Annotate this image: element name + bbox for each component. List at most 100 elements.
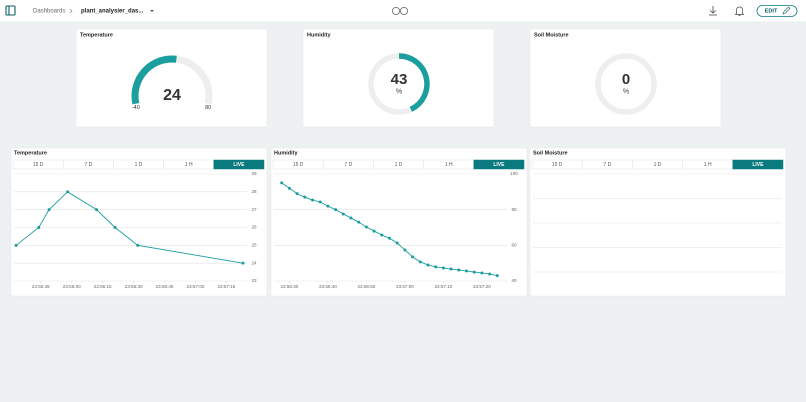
top-bar [0, 0, 806, 22]
range-tab[interactable] [732, 159, 784, 170]
range-tab-label: LIVE [493, 162, 505, 168]
gauge-value: 24 [163, 87, 181, 104]
download-icon [709, 6, 717, 16]
gauge-unit: % [396, 88, 402, 95]
gauge-title: Temperature [80, 32, 113, 38]
data-point [488, 272, 492, 276]
sidebar-icon [5, 5, 16, 16]
range-tab-label: LIVE [233, 162, 245, 168]
data-point [364, 225, 368, 229]
y-tick-label: 28 [251, 189, 257, 194]
y-tick-label: 27 [251, 207, 257, 212]
widget-card [75, 28, 268, 128]
data-line [15, 191, 244, 264]
x-tick-label: 23:56:15 [94, 284, 112, 289]
sidebar-toggle[interactable] [5, 5, 16, 16]
widget-card [529, 28, 722, 128]
range-tab[interactable] [473, 159, 525, 170]
chart-title: Temperature [14, 150, 47, 156]
data-point [357, 220, 361, 224]
gauge-min: -40 [132, 105, 140, 111]
data-point [426, 263, 430, 267]
data-point [334, 208, 338, 212]
range-tab-label: LIVE [752, 162, 764, 168]
breadcrumb[interactable]: Dashboards [33, 9, 65, 15]
data-point [14, 243, 18, 247]
range-tab-label: 15 D [293, 162, 304, 168]
data-point [295, 192, 299, 196]
x-tick-label: 23:57:00 [396, 284, 414, 289]
y-tick-label: 100 [510, 171, 518, 176]
download-button[interactable] [709, 6, 717, 16]
y-tick-label: 24 [251, 260, 257, 265]
breadcrumb-separator [69, 8, 73, 14]
range-tab-label: 1 D [395, 162, 403, 168]
cloud-logo [391, 7, 408, 15]
chart-title: Humidity [274, 150, 298, 156]
y-tick-label: 26 [251, 225, 257, 230]
x-tick-label: 23:56:45 [156, 284, 174, 289]
data-point [472, 270, 476, 274]
gauge-unit: % [623, 88, 629, 95]
range-tab-label: 7 D [84, 162, 92, 168]
gauge-title: Soil Moisture [534, 32, 569, 38]
x-tick-label: 23:56:30 [125, 284, 143, 289]
x-tick-label: 23:56:40 [319, 284, 337, 289]
gauge-track [595, 53, 657, 115]
y-tick-label: 29 [251, 171, 257, 176]
data-point [495, 274, 499, 278]
data-point [311, 198, 314, 202]
data-point [418, 260, 422, 264]
x-tick-label: 23:57:15 [217, 284, 235, 289]
logo-ring [399, 7, 408, 15]
gauge-value: 0 [622, 71, 630, 88]
data-point [287, 186, 291, 190]
notification-button[interactable] [734, 6, 745, 16]
dashboard-dropdown[interactable] [150, 10, 154, 12]
x-tick-label: 23:57:00 [187, 284, 205, 289]
chart-title: Soil Moisture [533, 150, 568, 156]
data-point [349, 216, 353, 220]
data-point [480, 271, 484, 275]
data-point [372, 229, 376, 233]
data-point [37, 226, 41, 229]
bell-icon [734, 6, 745, 16]
data-point [241, 261, 245, 265]
widget-card [10, 147, 268, 297]
data-point [113, 226, 117, 229]
range-tab-label: 1 D [135, 162, 143, 168]
data-point [341, 212, 345, 216]
data-point [434, 265, 438, 269]
y-tick-label: 60 [511, 243, 517, 248]
data-point [380, 233, 384, 237]
data-point [395, 241, 399, 245]
range-tab-label: 15 D [552, 162, 563, 168]
range-tab[interactable] [213, 159, 265, 170]
x-tick-label: 23:56:00 [63, 284, 81, 289]
range-tab-label: 1 H [445, 162, 453, 168]
data-point [449, 267, 453, 271]
data-point [457, 268, 461, 272]
y-tick-label: 80 [511, 207, 517, 212]
data-point [280, 181, 284, 185]
gauge-title: Humidity [307, 32, 331, 38]
logo-ring [391, 7, 400, 15]
dashboard-name[interactable]: plant_analysier_das... [81, 9, 144, 15]
y-tick-label: 40 [511, 278, 517, 283]
widget-card [302, 28, 495, 128]
x-tick-label: 23:56:50 [357, 284, 375, 289]
range-tab-label: 1 H [704, 162, 712, 168]
x-tick-label: 23:57:20 [473, 284, 491, 289]
gauge-value-arc [131, 55, 177, 105]
widget-card [529, 147, 787, 297]
y-tick-label: 25 [251, 243, 257, 248]
data-point [465, 269, 468, 273]
edit-button[interactable]: EDIT [756, 5, 798, 17]
data-point [441, 266, 445, 270]
data-point [326, 204, 330, 208]
data-point [388, 236, 391, 240]
y-tick-label: 23 [251, 278, 257, 283]
range-tab-label: 15 D [33, 162, 44, 168]
range-tab-label: 7 D [603, 162, 611, 168]
